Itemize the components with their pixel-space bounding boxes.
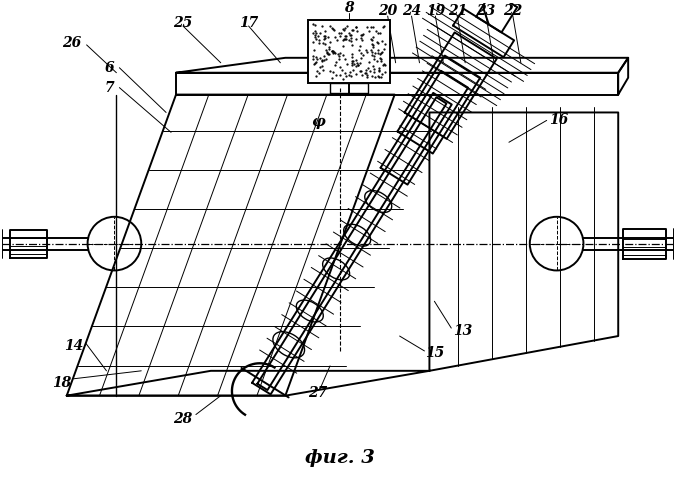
Text: 6: 6 [105,60,114,74]
Text: 18: 18 [52,376,72,390]
Text: 15: 15 [425,346,444,360]
Text: 14: 14 [64,339,83,353]
Text: 7: 7 [105,80,114,94]
Text: φ: φ [311,116,325,130]
Text: 27: 27 [308,386,328,400]
Text: 24: 24 [402,4,421,18]
Text: 16: 16 [549,114,569,128]
Text: 26: 26 [62,36,81,50]
Text: 13: 13 [454,324,473,338]
Text: фиг. 3: фиг. 3 [305,450,375,468]
Text: 17: 17 [239,16,258,30]
Text: 28: 28 [173,412,193,426]
Text: 25: 25 [173,16,193,30]
Text: 21: 21 [448,4,467,18]
Bar [308,20,389,82]
Text: 19: 19 [426,4,445,18]
Text: 8: 8 [344,1,354,15]
Text: 22: 22 [503,4,523,18]
Text: 20: 20 [378,4,397,18]
Text: 23: 23 [477,4,496,18]
